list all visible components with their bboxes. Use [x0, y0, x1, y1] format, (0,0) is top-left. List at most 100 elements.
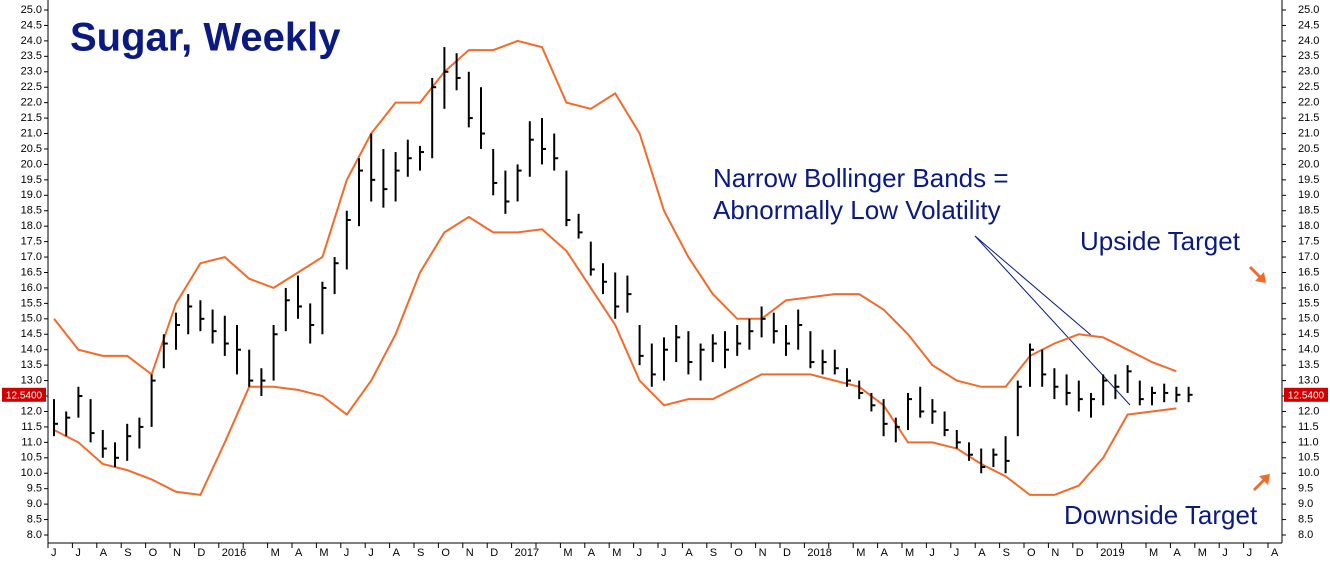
y-tick-label: 16.5: [1298, 266, 1319, 278]
last-price-box: [1284, 387, 1328, 402]
x-tick-label: A: [1271, 547, 1279, 559]
x-tick-label: A: [685, 547, 693, 559]
y-tick-label: 11.0: [21, 436, 42, 448]
y-tick-label: 18.5: [21, 205, 42, 217]
y-tick-label: 10.0: [1298, 467, 1319, 479]
x-tick-label: M: [612, 547, 621, 559]
x-tick-label: O: [441, 547, 450, 559]
y-tick-label: 15.0: [1298, 313, 1319, 325]
y-tick-label: 8.5: [27, 513, 42, 525]
y-tick-label: 22.5: [1298, 81, 1319, 93]
y-tick-label: 14.5: [1298, 328, 1319, 340]
x-tick-label: A: [1173, 547, 1181, 559]
x-tick-label: N: [173, 547, 181, 559]
y-tick-label: 9.5: [1298, 483, 1313, 495]
x-tick-label: M: [319, 547, 328, 559]
y-tick-label: 23.0: [21, 66, 42, 78]
y-tick-label: 16.5: [21, 266, 42, 278]
x-tick-label: J: [368, 547, 374, 559]
x-tick-label: O: [734, 547, 743, 559]
x-tick-label: J: [929, 547, 935, 559]
lower-band: [53, 215, 1177, 496]
y-tick-label: 17.5: [21, 236, 42, 248]
y-tick-label: 25.0: [21, 4, 42, 16]
y-tick-label: 19.5: [21, 174, 42, 186]
y-tick-label: 15.0: [21, 313, 42, 325]
y-tick-label: 19.5: [1298, 174, 1319, 186]
last-price-label: 12.5400: [1288, 390, 1325, 401]
x-tick-label: N: [466, 547, 474, 559]
y-tick-label: 20.5: [21, 143, 42, 155]
x-tick-label: S: [710, 547, 717, 559]
x-tick-label: N: [1051, 547, 1059, 559]
y-tick-label: 15.5: [21, 297, 42, 309]
x-tick-label: 2019: [1100, 547, 1124, 559]
y-tick-label: 20.0: [1298, 158, 1319, 170]
last-price-box: [2, 387, 46, 402]
x-tick-label: A: [100, 547, 108, 559]
x-tick-label: J: [75, 547, 81, 559]
y-tick-label: 19.0: [1298, 189, 1319, 201]
x-tick-label: A: [393, 547, 401, 559]
y-tick-label: 22.0: [1298, 97, 1319, 109]
y-tick-label: 21.5: [1298, 112, 1319, 124]
x-tick-label: M: [1149, 547, 1158, 559]
x-tick-label: D: [1076, 547, 1084, 559]
y-tick-label: 19.0: [21, 189, 42, 201]
x-tick-label: A: [588, 547, 596, 559]
y-tick-label: 18.0: [1298, 220, 1319, 232]
y-tick-label: 13.5: [21, 359, 42, 371]
x-tick-label: J: [1222, 547, 1228, 559]
last-price-label: 12.5400: [6, 390, 43, 401]
y-tick-label: 23.0: [1298, 66, 1319, 78]
x-tick-label: M: [271, 547, 280, 559]
y-tick-label: 9.0: [1298, 498, 1313, 510]
y-tick-label: 11.5: [21, 421, 42, 433]
y-tick-label: 17.0: [1298, 251, 1319, 263]
annotation: Abnormally Low Volatility: [713, 195, 1001, 225]
y-tick-label: 25.0: [1298, 4, 1319, 16]
x-tick-label: 2017: [515, 547, 539, 559]
x-tick-label: N: [759, 547, 767, 559]
annotation: Downside Target: [1064, 500, 1258, 530]
pointer-line: [974, 235, 1093, 337]
y-tick-label: 13.0: [21, 374, 42, 386]
x-tick-label: M: [1198, 547, 1207, 559]
y-tick-label: 10.5: [21, 452, 42, 464]
x-tick-label: M: [905, 547, 914, 559]
x-tick-label: J: [51, 547, 57, 559]
y-tick-label: 11.5: [1298, 421, 1319, 433]
x-tick-label: D: [783, 547, 791, 559]
y-tick-label: 8.5: [1298, 513, 1313, 525]
downside-arrow: [1252, 474, 1270, 492]
y-tick-label: 22.5: [21, 81, 42, 93]
y-tick-label: 24.0: [21, 35, 42, 47]
y-tick-label: 21.0: [1298, 127, 1319, 139]
upper-band: [53, 39, 1177, 388]
y-tick-label: 20.5: [1298, 143, 1319, 155]
x-tick-label: J: [661, 547, 667, 559]
y-tick-label: 23.5: [21, 50, 42, 62]
x-tick-label: A: [295, 547, 303, 559]
y-tick-label: 12.0: [1298, 405, 1319, 417]
y-tick-label: 24.5: [21, 19, 42, 31]
y-tick-label: 17.5: [1298, 236, 1319, 248]
x-tick-label: O: [149, 547, 158, 559]
y-tick-label: 12.0: [21, 405, 42, 417]
x-tick-label: S: [1003, 547, 1010, 559]
y-tick-label: 24.0: [1298, 35, 1319, 47]
x-tick-label: J: [637, 547, 643, 559]
x-tick-label: 2018: [807, 547, 831, 559]
chart-title: Sugar, Weekly: [70, 16, 341, 60]
y-tick-label: 13.5: [1298, 359, 1319, 371]
y-tick-label: 9.0: [27, 498, 42, 510]
y-tick-label: 8.0: [27, 529, 42, 541]
x-tick-label: M: [856, 547, 865, 559]
y-tick-label: 22.0: [21, 97, 42, 109]
y-tick-label: 9.5: [27, 483, 42, 495]
y-tick-label: 18.0: [21, 220, 42, 232]
y-tick-label: 23.5: [1298, 50, 1319, 62]
x-tick-label: A: [881, 547, 889, 559]
y-tick-label: 14.0: [1298, 344, 1319, 356]
